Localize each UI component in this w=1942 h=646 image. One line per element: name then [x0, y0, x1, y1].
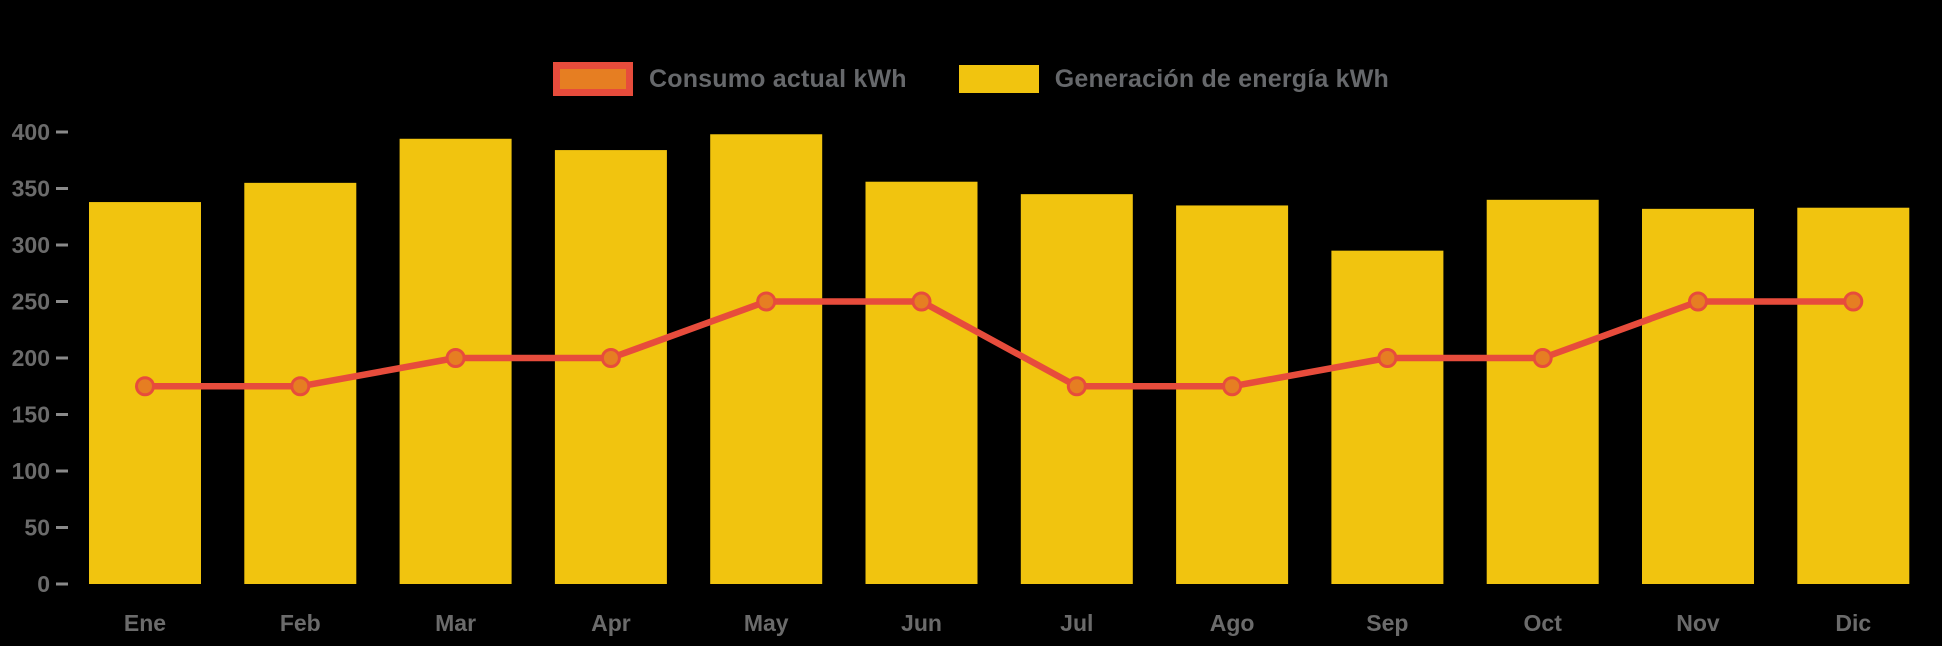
point-may[interactable] [756, 291, 777, 312]
point-jul[interactable] [1066, 376, 1087, 397]
point-mar[interactable] [445, 348, 466, 368]
x-axis-label-sep: Sep [1366, 610, 1408, 636]
x-axis-label-jul: Jul [1060, 610, 1093, 636]
y-axis-tick-label-100: 100 [12, 458, 50, 484]
x-axis-label-ago: Ago [1210, 610, 1255, 636]
x-axis-label-ene: Ene [124, 610, 166, 636]
chart-legend: Consumo actual kWh Generación de energía… [0, 62, 1942, 96]
point-feb[interactable] [290, 376, 311, 397]
y-axis-tick-label-200: 200 [12, 345, 50, 371]
point-jun[interactable] [911, 291, 932, 312]
x-axis-label-apr: Apr [591, 610, 631, 636]
bar-dic[interactable] [1797, 207, 1910, 584]
legend-item-consumo[interactable]: Consumo actual kWh [552, 62, 907, 96]
point-dic[interactable] [1843, 291, 1864, 312]
y-axis-tick-label-400: 400 [12, 119, 50, 145]
x-axis-label-may: May [744, 610, 789, 636]
bar-nov[interactable] [1642, 208, 1754, 584]
point-ene[interactable] [135, 376, 155, 397]
x-axis-label-nov: Nov [1676, 610, 1720, 636]
point-apr[interactable] [600, 348, 621, 368]
y-axis-tick-label-250: 250 [12, 289, 50, 315]
legend-item-generacion[interactable]: Generación de energía kWh [958, 64, 1390, 94]
generacion-legend-label: Generación de energía kWh [1054, 64, 1390, 93]
y-axis-tick-label-150: 150 [12, 402, 50, 428]
consumo-legend-swatch [552, 62, 633, 96]
generacion-legend-swatch [958, 65, 1039, 93]
x-axis-label-mar: Mar [435, 610, 476, 636]
bar-jun[interactable] [865, 181, 978, 584]
point-oct[interactable] [1532, 348, 1553, 368]
y-axis-tick-label-300: 300 [12, 232, 50, 258]
bar-sep[interactable] [1331, 250, 1444, 584]
y-axis-tick-label-350: 350 [12, 176, 50, 202]
bar-oct[interactable] [1486, 199, 1599, 585]
consumo-legend-label: Consumo actual kWh [648, 64, 907, 93]
point-ago[interactable] [1222, 376, 1243, 397]
consumo-line [141, 298, 1857, 390]
point-sep[interactable] [1377, 348, 1398, 368]
x-axis-label-dic: Dic [1835, 610, 1871, 636]
y-axis-tick-label-0: 0 [37, 571, 50, 597]
y-axis-tick-label-50: 50 [24, 515, 50, 541]
x-axis-label-jun: Jun [901, 610, 942, 636]
bar-may[interactable] [710, 134, 823, 584]
x-axis-label-feb: Feb [280, 610, 321, 636]
x-axis-label-oct: Oct [1524, 610, 1563, 636]
point-nov[interactable] [1688, 291, 1708, 312]
